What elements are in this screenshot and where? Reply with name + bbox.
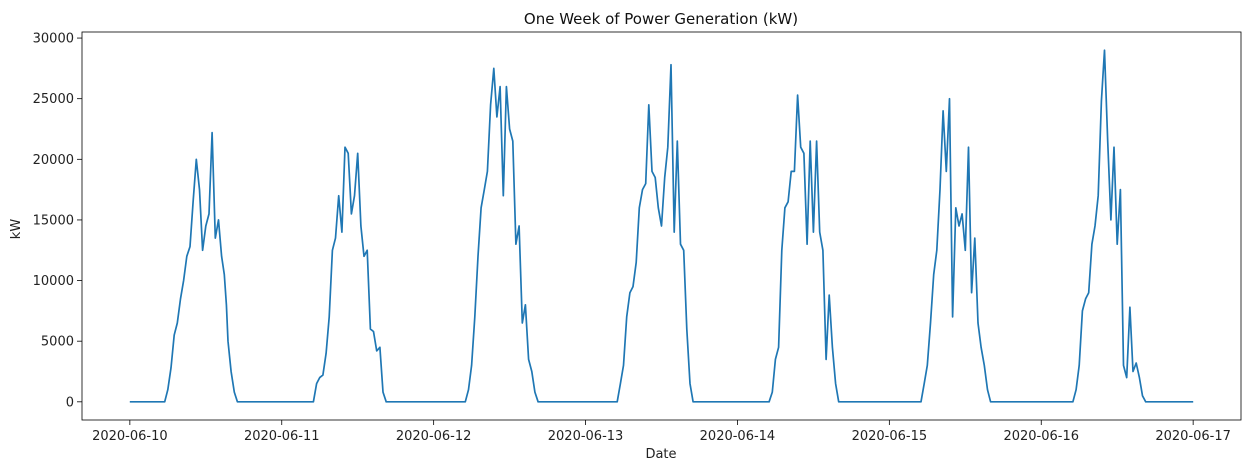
plot-frame bbox=[81, 31, 1242, 421]
y-tick-label: 5000 bbox=[41, 335, 74, 350]
x-tick-label: 2020-06-14 bbox=[700, 429, 776, 444]
y-tick-label: 0 bbox=[66, 395, 74, 410]
y-tick-label: 30000 bbox=[33, 32, 74, 47]
y-tick-label: 15000 bbox=[33, 213, 74, 228]
y-tick-label: 25000 bbox=[33, 92, 74, 107]
x-tick-label: 2020-06-15 bbox=[852, 429, 928, 444]
y-axis-label: kW bbox=[9, 219, 24, 240]
x-tick-label: 2020-06-16 bbox=[1003, 429, 1079, 444]
y-axis-ticks: 0 5000 10000 15000 20000 25000 30000 bbox=[33, 32, 82, 410]
x-tick-label: 2020-06-11 bbox=[244, 429, 320, 444]
x-tick-label: 2020-06-12 bbox=[396, 429, 472, 444]
x-axis-ticks: 2020-06-10 2020-06-11 2020-06-12 2020-06-13… bbox=[92, 420, 1231, 444]
x-tick-label: 2020-06-10 bbox=[92, 429, 168, 444]
y-tick-label: 10000 bbox=[33, 274, 74, 289]
x-tick-label: 2020-06-17 bbox=[1155, 429, 1231, 444]
x-tick-label: 2020-06-13 bbox=[548, 429, 624, 444]
x-axis-label: Date bbox=[645, 447, 676, 462]
series-line bbox=[129, 49, 1194, 403]
y-tick-label: 20000 bbox=[33, 153, 74, 168]
chart-title: One Week of Power Generation (kW) bbox=[524, 10, 798, 28]
